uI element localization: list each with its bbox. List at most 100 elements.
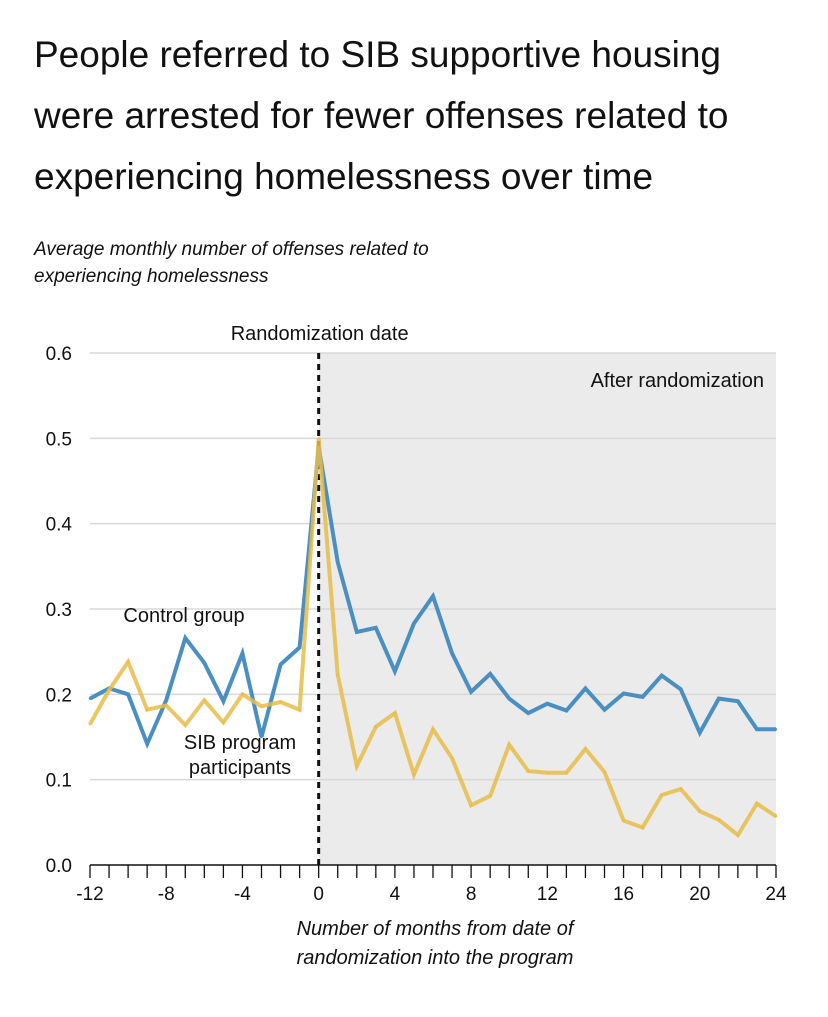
data-point bbox=[717, 697, 721, 700]
data-point bbox=[508, 697, 511, 700]
data-point bbox=[412, 773, 416, 776]
x-tick-label: 8 bbox=[466, 884, 477, 905]
data-point bbox=[279, 663, 282, 666]
data-point bbox=[755, 802, 759, 805]
data-point bbox=[88, 723, 92, 726]
data-point bbox=[222, 721, 225, 724]
data-point bbox=[203, 699, 206, 702]
data-point bbox=[374, 626, 378, 629]
data-point bbox=[145, 708, 149, 711]
data-point bbox=[584, 687, 587, 690]
randomization-date-label: Randomization date bbox=[231, 323, 409, 345]
y-tick-label: 0.3 bbox=[46, 600, 72, 621]
data-point bbox=[126, 660, 130, 664]
x-tick-label: -12 bbox=[76, 884, 103, 905]
data-point bbox=[241, 693, 244, 696]
data-point bbox=[527, 711, 530, 715]
data-point bbox=[622, 819, 625, 822]
x-tick-label: 12 bbox=[537, 884, 558, 905]
data-point bbox=[469, 690, 473, 693]
data-point bbox=[336, 673, 339, 676]
data-point bbox=[622, 692, 625, 695]
data-point bbox=[565, 771, 568, 775]
data-point bbox=[298, 708, 301, 711]
data-point bbox=[641, 826, 644, 829]
chart-title: People referred to SIB supportive housin… bbox=[34, 34, 729, 197]
x-tick-label: 4 bbox=[390, 884, 401, 905]
data-point bbox=[679, 688, 682, 691]
y-tick-label: 0.1 bbox=[46, 771, 72, 792]
data-point bbox=[717, 818, 721, 821]
data-point bbox=[145, 742, 149, 746]
y-tick-label: 0.0 bbox=[46, 856, 72, 877]
data-point bbox=[88, 697, 92, 700]
gridlines: 0.0 0.1 0.2 0.3 0.4 0.5 0.6 bbox=[46, 344, 776, 877]
data-point bbox=[527, 769, 530, 773]
x-tick-label: -8 bbox=[158, 884, 175, 905]
data-point bbox=[317, 437, 320, 440]
y-tick-label: 0.6 bbox=[46, 344, 72, 365]
data-point bbox=[336, 560, 339, 564]
x-tick-label: 16 bbox=[613, 884, 634, 905]
data-point bbox=[298, 646, 301, 649]
sib-participants-label-line2: participants bbox=[189, 757, 291, 779]
x-tick-label: 24 bbox=[765, 884, 787, 905]
data-point bbox=[431, 595, 435, 598]
data-point bbox=[755, 728, 759, 731]
y-tick-label: 0.5 bbox=[46, 429, 72, 450]
data-point bbox=[546, 702, 549, 705]
data-point bbox=[107, 688, 111, 692]
data-point bbox=[565, 709, 568, 712]
data-point bbox=[736, 833, 740, 837]
data-point bbox=[260, 735, 263, 739]
data-point bbox=[431, 728, 435, 731]
data-point bbox=[450, 757, 454, 760]
data-point bbox=[698, 731, 701, 734]
data-point bbox=[165, 704, 168, 707]
control-group-label: Control group bbox=[123, 605, 244, 627]
data-point bbox=[393, 711, 397, 715]
data-point bbox=[260, 705, 263, 708]
data-point bbox=[222, 699, 225, 703]
data-point bbox=[488, 672, 492, 676]
x-axis-label: Number of months from date of randomizat… bbox=[296, 918, 574, 969]
data-point bbox=[355, 630, 358, 634]
data-point bbox=[641, 695, 644, 699]
axes: -12 -8 -4 0 4 8 12 16 20 24 bbox=[76, 864, 787, 905]
data-point bbox=[660, 793, 663, 797]
data-point bbox=[126, 693, 130, 696]
data-point bbox=[679, 787, 682, 791]
x-tick-label: 20 bbox=[689, 884, 710, 905]
data-point bbox=[774, 728, 778, 731]
x-tick-label: -4 bbox=[234, 884, 251, 905]
data-point bbox=[450, 652, 454, 655]
data-point bbox=[355, 764, 358, 768]
series-layer bbox=[88, 437, 778, 839]
data-point bbox=[603, 708, 606, 711]
data-point bbox=[584, 747, 587, 751]
data-point bbox=[698, 810, 701, 813]
data-point bbox=[184, 636, 187, 640]
after-randomization-label: After randomization bbox=[591, 370, 764, 392]
sib-participants-label-line1: SIB program bbox=[184, 732, 296, 754]
data-point bbox=[736, 699, 740, 703]
y-tick-label: 0.4 bbox=[46, 515, 73, 536]
data-point bbox=[603, 770, 606, 774]
data-point bbox=[508, 743, 511, 746]
y-axis-label: Average monthly number of offenses relat… bbox=[34, 239, 429, 287]
data-point bbox=[393, 670, 397, 673]
data-point bbox=[241, 652, 244, 655]
data-point bbox=[374, 725, 378, 728]
data-point bbox=[469, 804, 473, 807]
data-point bbox=[774, 815, 778, 818]
data-point bbox=[412, 622, 416, 625]
data-point bbox=[546, 771, 549, 775]
data-point bbox=[203, 661, 206, 664]
x-tick-label: 0 bbox=[313, 884, 324, 905]
data-point bbox=[660, 674, 663, 677]
data-point bbox=[488, 794, 492, 798]
data-point bbox=[279, 700, 282, 704]
y-tick-label: 0.2 bbox=[46, 685, 72, 706]
data-point bbox=[184, 723, 187, 727]
